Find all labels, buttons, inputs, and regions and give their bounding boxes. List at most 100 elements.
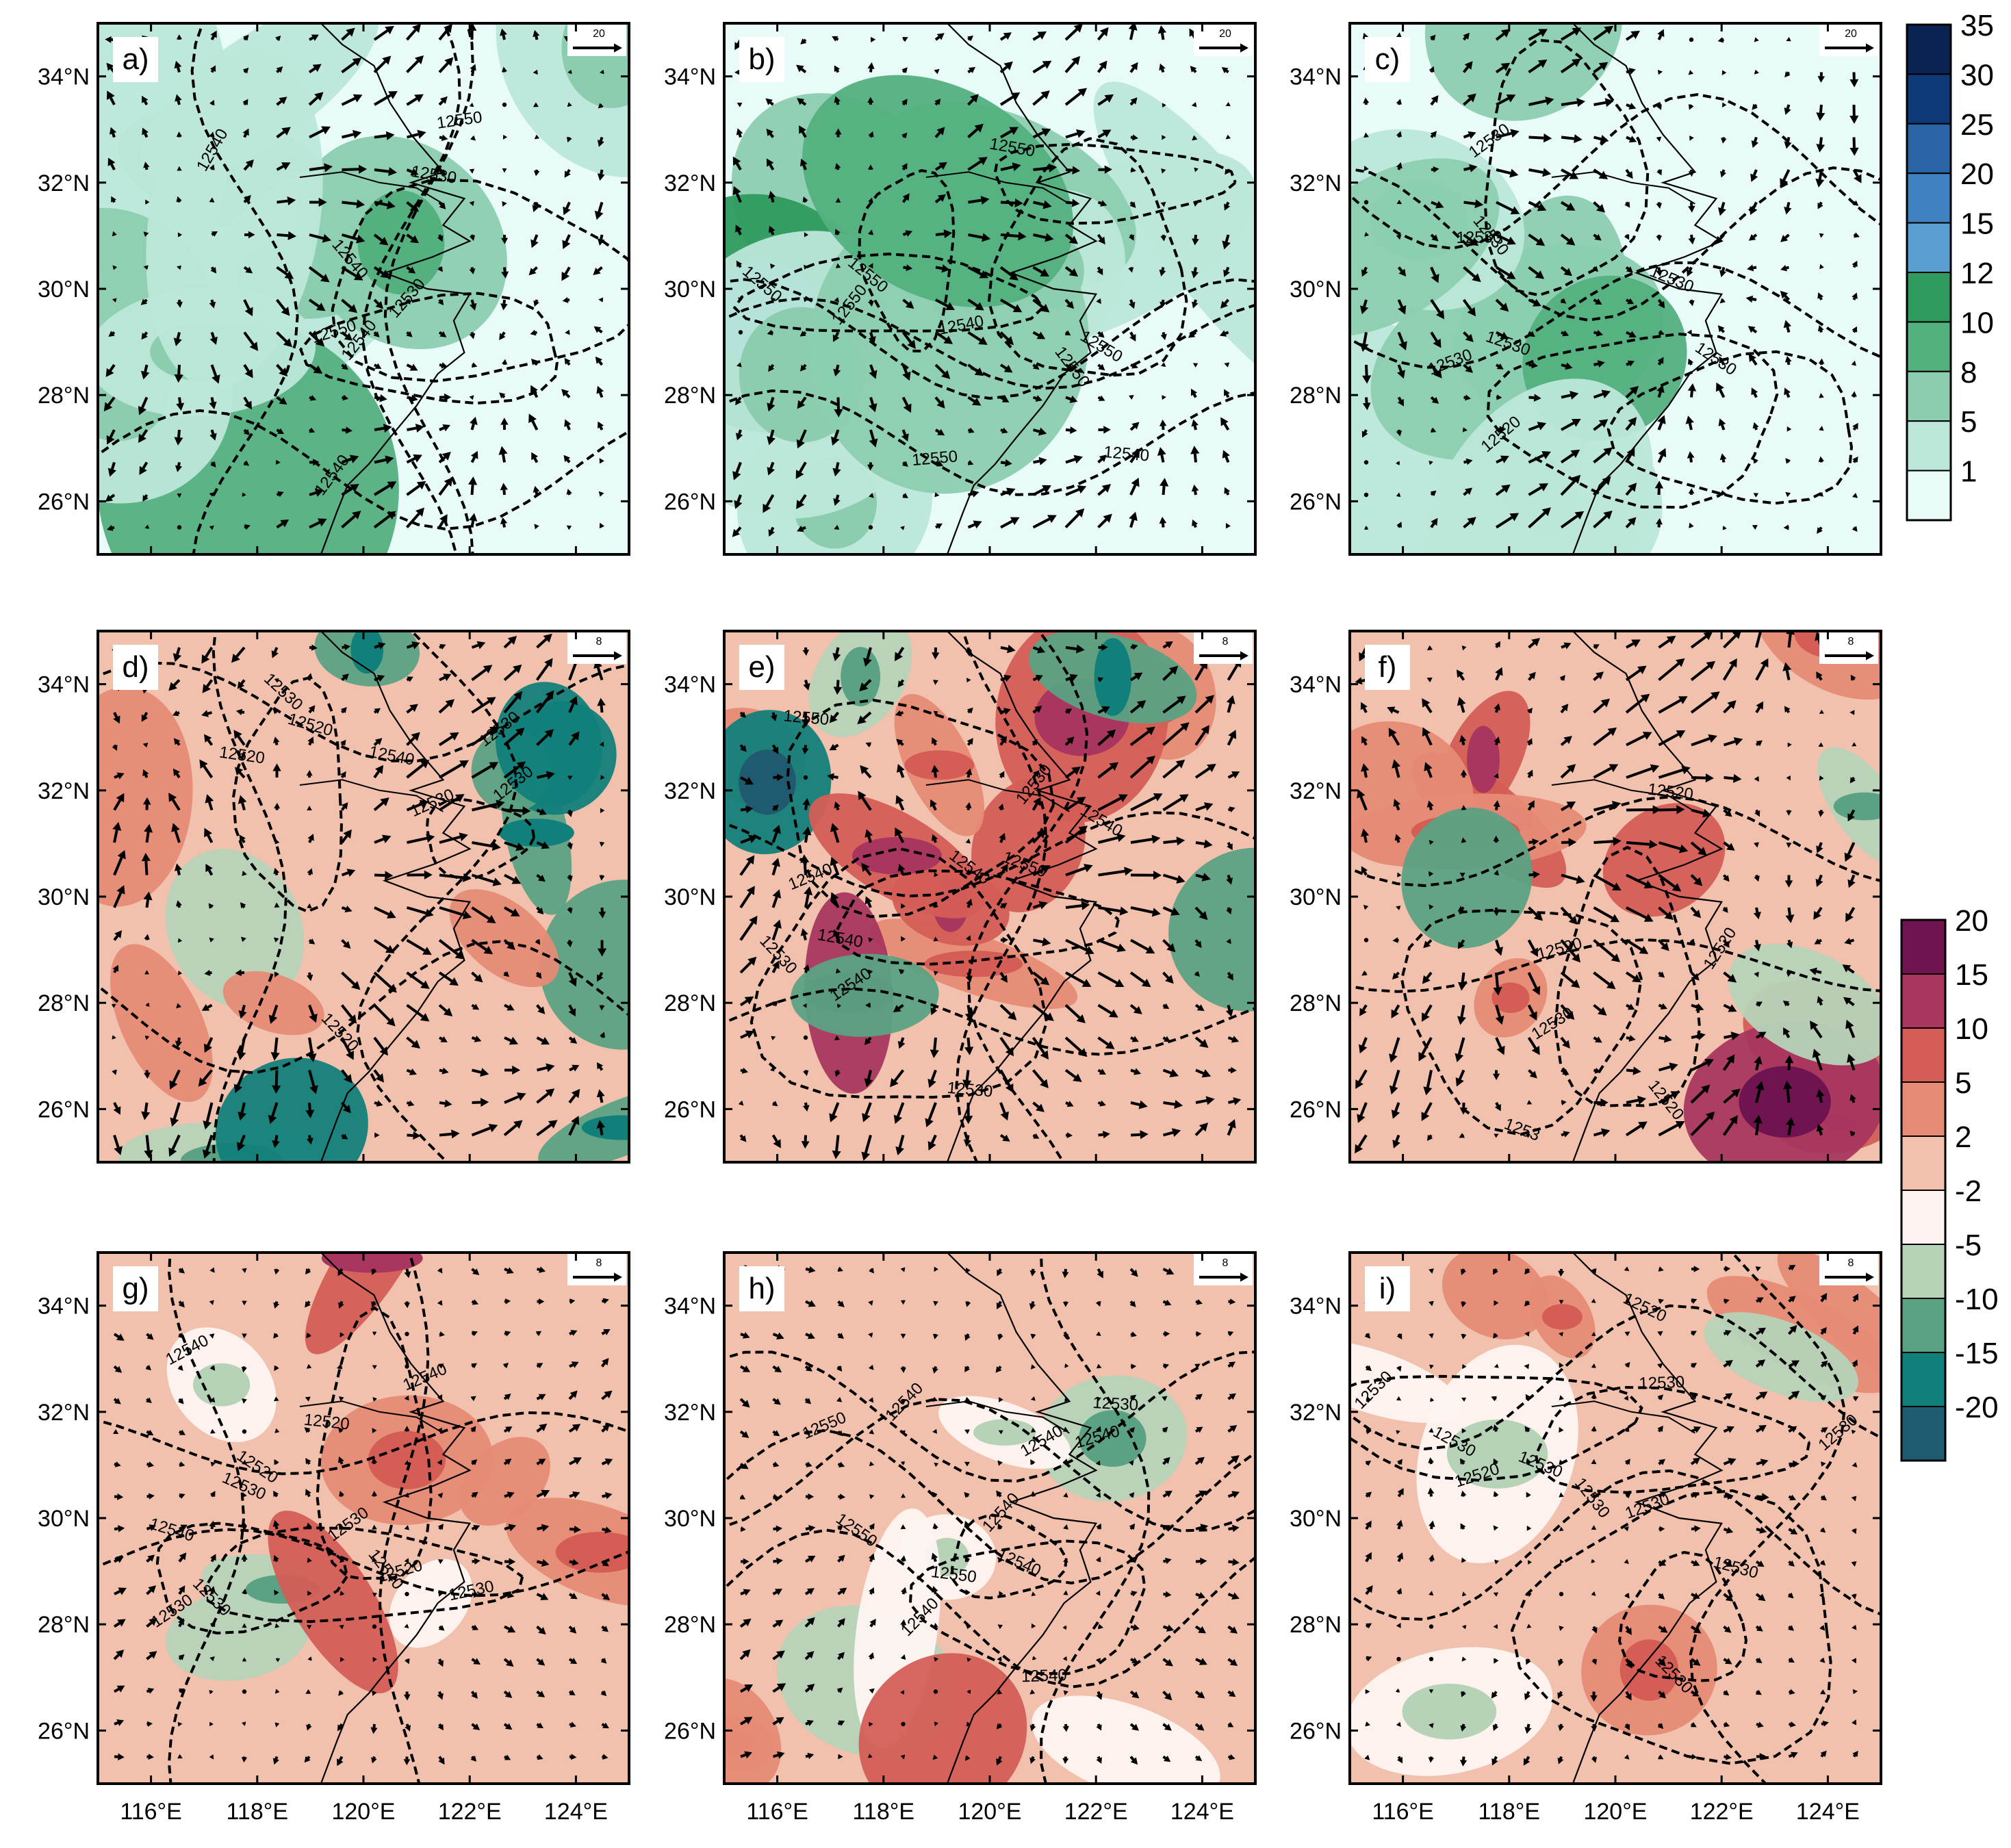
wind-vector xyxy=(770,526,775,532)
wind-vector-head xyxy=(864,1002,871,1008)
wind-vector-head xyxy=(865,742,871,748)
wind-vector xyxy=(1394,1102,1400,1112)
wind-vector xyxy=(110,461,116,470)
wind-vector-head xyxy=(1398,268,1407,277)
wind-vector-head xyxy=(274,1428,280,1433)
wind-vector xyxy=(1691,1493,1695,1498)
wind-vector-head xyxy=(972,397,982,406)
wind-vector-head xyxy=(900,1461,906,1466)
wind-vector xyxy=(1689,37,1694,42)
wind-vector-head xyxy=(743,1589,751,1596)
wind-vector xyxy=(438,331,443,335)
wind-vector-head xyxy=(209,1690,214,1695)
wind-vector xyxy=(1227,1593,1234,1597)
wind-vector-head xyxy=(1359,1008,1367,1016)
wind-vector xyxy=(569,1331,573,1335)
wind-vector xyxy=(1463,266,1476,278)
wind-vector-head xyxy=(1528,1560,1532,1565)
wind-vector-head xyxy=(997,1689,1003,1695)
wind-vector-head xyxy=(143,231,149,237)
wind-vector xyxy=(1397,1557,1402,1563)
wind-vector-head xyxy=(241,1366,247,1373)
wind-vector xyxy=(1756,1299,1760,1303)
wind-vector-head xyxy=(1132,134,1138,141)
wind-vector-head xyxy=(147,1721,153,1728)
wind-vector xyxy=(1129,29,1135,40)
wind-vector-head xyxy=(471,1691,478,1699)
wind-vector xyxy=(205,1134,214,1152)
wind-vector-head xyxy=(1526,1525,1532,1531)
wind-vector xyxy=(868,525,873,530)
wind-vector-head xyxy=(1040,1050,1049,1060)
wind-vector-head xyxy=(945,302,956,311)
wind-vector xyxy=(341,61,356,74)
lat-tick-label: 34°N xyxy=(38,1294,90,1320)
wind-vector xyxy=(471,765,492,779)
wind-vector xyxy=(1625,390,1634,398)
wind-vector-head xyxy=(337,1758,344,1767)
wind-vector-head xyxy=(967,35,974,42)
geopotential-contour xyxy=(331,178,629,383)
wind-vector xyxy=(1130,906,1153,914)
wind-vector-head xyxy=(1655,517,1663,525)
wind-vector-head xyxy=(933,710,938,716)
wind-vector-head xyxy=(1429,1364,1434,1370)
wind-vector-head xyxy=(170,1117,179,1127)
wind-vector-head xyxy=(599,875,605,881)
wind-vector xyxy=(439,1036,443,1040)
wind-vector xyxy=(1458,1069,1465,1080)
wind-vector-head xyxy=(1849,777,1856,784)
wind-vector xyxy=(999,298,1016,309)
wind-vector-head xyxy=(174,863,182,871)
wind-vector-head xyxy=(1003,708,1011,715)
wind-vector-head xyxy=(1756,1001,1763,1008)
wind-vector xyxy=(1032,1069,1045,1083)
wind-vector-head xyxy=(1597,360,1605,368)
wind-vector-head xyxy=(943,335,953,344)
wind-vector xyxy=(966,1005,971,1014)
wind-vector-head xyxy=(1854,232,1860,238)
wind-vector-head xyxy=(537,1658,546,1666)
wind-vector xyxy=(1194,1428,1199,1433)
wind-vector-head xyxy=(240,936,246,942)
wind-vector xyxy=(600,169,604,175)
wind-vector-head xyxy=(1816,845,1823,854)
wind-vector-head xyxy=(1594,233,1602,241)
wind-vector-head xyxy=(1729,1115,1738,1125)
wind-vector-head xyxy=(1201,1069,1212,1078)
wind-vector xyxy=(308,67,316,74)
wind-vector-head xyxy=(528,413,537,424)
shading-region xyxy=(724,1678,782,1784)
wind-vector xyxy=(1365,1589,1370,1595)
wind-vector-head xyxy=(834,65,841,73)
wind-vector-head xyxy=(598,911,606,919)
wind-vector xyxy=(1852,297,1856,300)
wind-vector-head xyxy=(996,1758,1003,1766)
wind-vector xyxy=(567,361,571,366)
wind-vector xyxy=(373,971,392,988)
wind-vector-head xyxy=(599,841,605,847)
wind-vector-head xyxy=(374,1132,380,1138)
wind-vector-head xyxy=(340,1591,345,1596)
wind-vector-head xyxy=(600,69,604,75)
wind-vector-head xyxy=(836,1365,843,1372)
wind-vector xyxy=(1129,760,1151,779)
wind-vector-head xyxy=(1688,358,1694,365)
wind-vector-head xyxy=(1075,508,1085,517)
wind-vector-head xyxy=(997,1334,1003,1341)
wind-vector xyxy=(406,971,424,986)
wind-vector-head xyxy=(1657,415,1666,424)
wind-vector xyxy=(1626,1003,1630,1008)
wind-vector-head xyxy=(240,902,246,909)
wind-vector-head xyxy=(1221,66,1229,74)
wind-vector xyxy=(1658,769,1683,779)
wind-vector xyxy=(1359,796,1368,811)
wind-vector xyxy=(1129,1559,1133,1563)
wind-vector-head xyxy=(372,1592,377,1597)
wind-vector-head xyxy=(797,98,805,105)
wind-vector xyxy=(1363,332,1368,344)
wind-vector-head xyxy=(1676,658,1685,667)
wind-vector-head xyxy=(1366,1428,1372,1435)
wind-vector-head xyxy=(1098,1624,1104,1630)
wind-vector-head xyxy=(209,1656,215,1662)
